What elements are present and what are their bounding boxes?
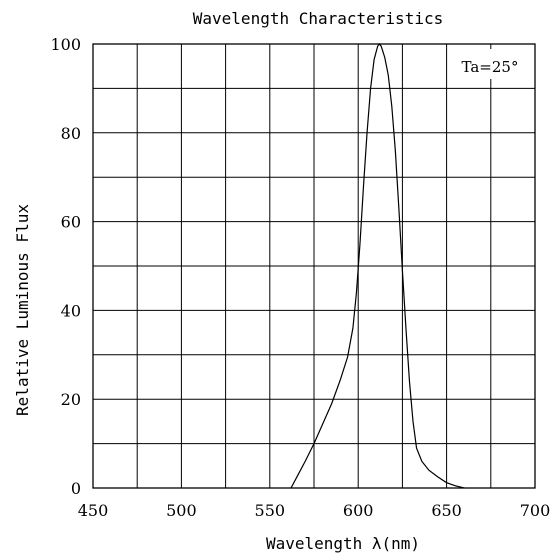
- y-tick-label: 80: [61, 124, 81, 143]
- chart-title: Wavelength Characteristics: [193, 9, 443, 28]
- plot-frame: [92, 43, 536, 489]
- x-tick-label: 500: [166, 501, 197, 520]
- x-tick-label: 650: [431, 501, 462, 520]
- plot-grid: [93, 44, 535, 488]
- series-line: [290, 43, 465, 489]
- x-tick-label: 450: [78, 501, 109, 520]
- x-tick-label: 600: [343, 501, 374, 520]
- x-tick-labels: 450 500 550 600 650 700: [78, 501, 551, 520]
- annotation-box-bg: [448, 49, 532, 79]
- x-axis-label: Wavelength λ(nm): [266, 534, 420, 553]
- x-tick-label: 550: [255, 501, 286, 520]
- y-tick-label: 20: [61, 390, 81, 409]
- temperature-annotation: Ta=25°: [462, 58, 519, 76]
- y-axis-label: Relative Luminous Flux: [13, 204, 32, 416]
- y-tick-labels: 0 20 40 60 80 100: [50, 35, 81, 498]
- x-tick-label: 700: [520, 501, 551, 520]
- y-tick-label: 100: [50, 35, 81, 54]
- y-tick-label: 60: [61, 213, 81, 232]
- y-tick-label: 40: [61, 301, 81, 320]
- y-tick-label: 0: [71, 479, 81, 498]
